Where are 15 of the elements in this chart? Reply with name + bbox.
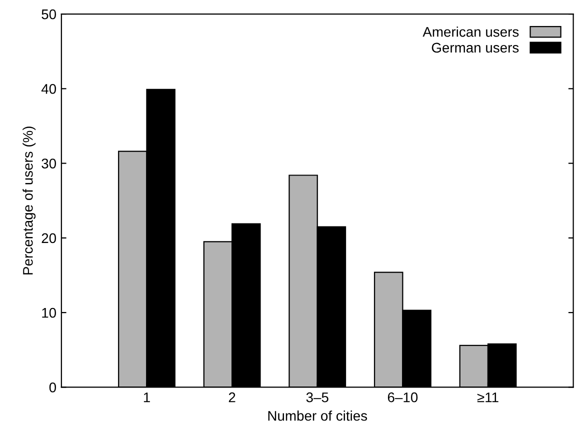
y-tick-label: 0 bbox=[49, 382, 56, 392]
x-tick-label: 2 bbox=[228, 392, 236, 402]
x-tick-label: 3–5 bbox=[306, 392, 328, 402]
y-tick-label: 40 bbox=[41, 84, 56, 94]
legend-label: German users bbox=[432, 42, 519, 53]
x-tick-label: 1 bbox=[144, 392, 150, 402]
x-tick-label: ≥11 bbox=[477, 392, 498, 402]
y-axis-title: Percentage of users (%) bbox=[22, 126, 36, 274]
legend-label: American users bbox=[422, 26, 519, 37]
x-tick-label: 6–10 bbox=[388, 392, 418, 402]
y-tick-label: 30 bbox=[42, 158, 56, 168]
y-tick-label: 10 bbox=[42, 308, 56, 318]
x-axis-title: Number of cities bbox=[268, 410, 368, 421]
y-tick-label: 20 bbox=[42, 233, 56, 244]
y-tick-label: 50 bbox=[42, 9, 56, 20]
